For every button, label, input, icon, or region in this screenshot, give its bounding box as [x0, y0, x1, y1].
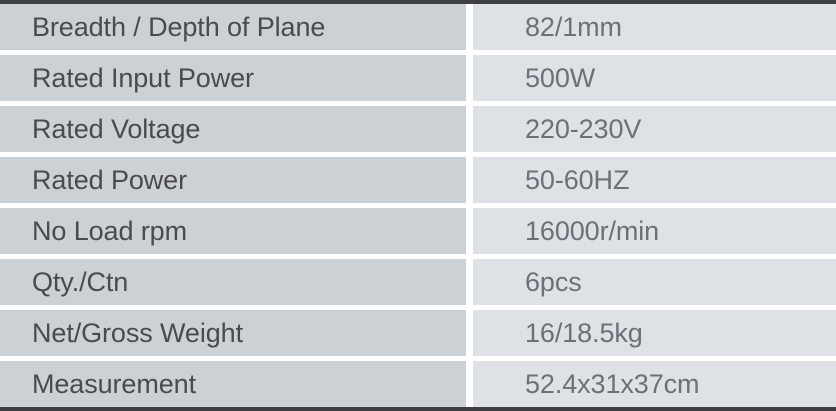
table-row: Qty./Ctn 6pcs [0, 254, 836, 305]
column-divider [466, 106, 473, 152]
spec-value-cell: 500W [473, 55, 836, 101]
column-divider [466, 310, 473, 356]
table-row: Rated Input Power 500W [0, 50, 836, 101]
bottom-edge-band [0, 407, 836, 411]
table-row: Breadth / Depth of Plane 82/1mm [0, 4, 836, 50]
table-row: Net/Gross Weight 16/18.5kg [0, 305, 836, 356]
spec-label-cell: Measurement [0, 361, 466, 407]
spec-label-cell: Rated Voltage [0, 106, 466, 152]
spec-value-cell: 16000r/min [473, 208, 836, 254]
column-divider [466, 361, 473, 407]
spec-value-cell: 50-60HZ [473, 157, 836, 203]
table-row: Rated Power 50-60HZ [0, 152, 836, 203]
spec-table: Breadth / Depth of Plane 82/1mm Rated In… [0, 4, 836, 407]
spec-label-cell: Qty./Ctn [0, 259, 466, 305]
table-row: No Load rpm 16000r/min [0, 203, 836, 254]
column-divider [466, 157, 473, 203]
spec-label-cell: No Load rpm [0, 208, 466, 254]
top-edge-band [0, 0, 836, 4]
spec-label-cell: Breadth / Depth of Plane [0, 4, 466, 50]
spec-label-cell: Rated Input Power [0, 55, 466, 101]
column-divider [466, 4, 473, 50]
spec-value-cell: 220-230V [473, 106, 836, 152]
column-divider [466, 55, 473, 101]
spec-value-cell: 6pcs [473, 259, 836, 305]
column-divider [466, 259, 473, 305]
spec-value-cell: 52.4x31x37cm [473, 361, 836, 407]
table-row: Measurement 52.4x31x37cm [0, 356, 836, 407]
column-divider [466, 208, 473, 254]
spec-value-cell: 82/1mm [473, 4, 836, 50]
spec-label-cell: Rated Power [0, 157, 466, 203]
spec-value-cell: 16/18.5kg [473, 310, 836, 356]
table-row: Rated Voltage 220-230V [0, 101, 836, 152]
spec-label-cell: Net/Gross Weight [0, 310, 466, 356]
